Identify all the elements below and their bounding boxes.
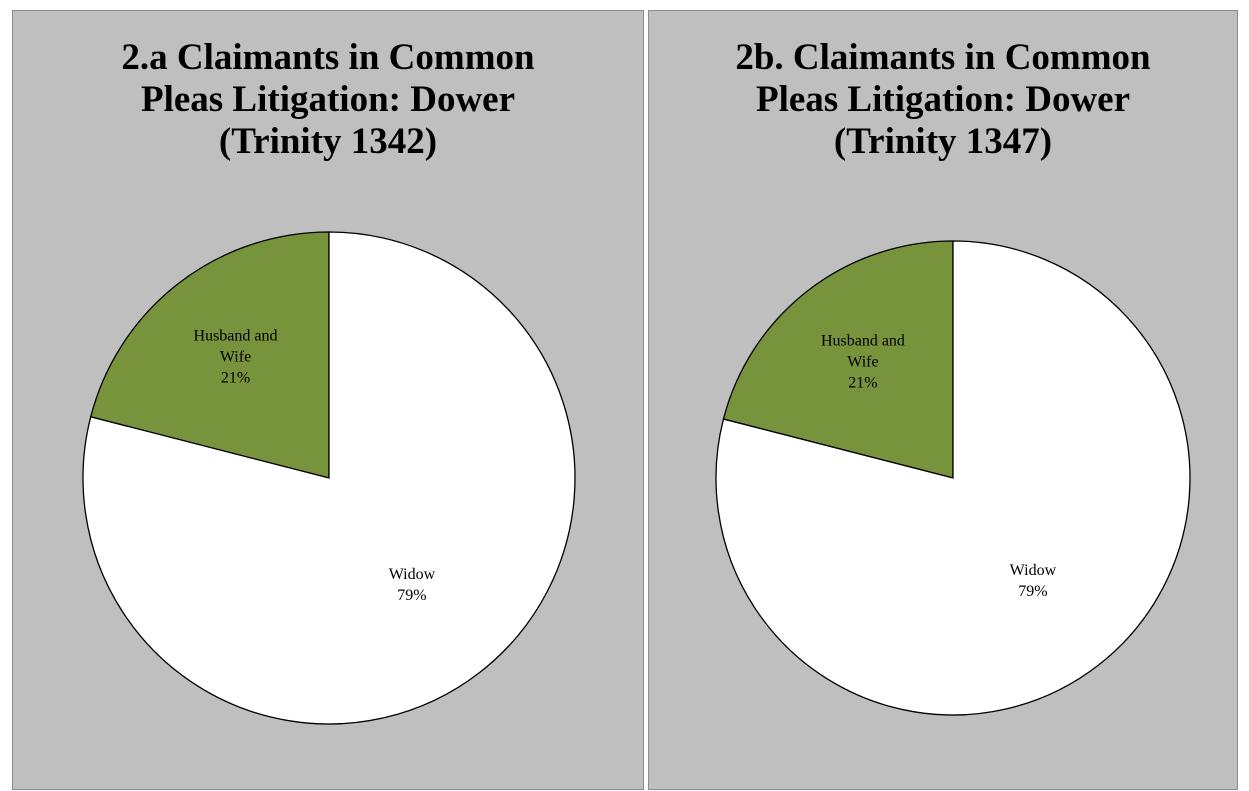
- category-label: Husband and Wife: [193, 327, 278, 366]
- data-label: Husband and Wife 21%: [818, 330, 908, 393]
- category-label: Husband and Wife: [820, 332, 905, 371]
- chart-title: 2b. Claimants in Common Pleas Litigation…: [735, 37, 1151, 162]
- pie: [82, 231, 576, 725]
- chart-panel: 2b. Claimants in Common Pleas Litigation…: [648, 10, 1238, 790]
- pie-slice: [82, 231, 576, 725]
- data-label: Husband and Wife 21%: [191, 326, 281, 389]
- pie-slice: [89, 231, 330, 479]
- value-label: 79%: [397, 586, 427, 604]
- value-label: 79%: [1018, 582, 1048, 600]
- data-label: Widow 79%: [367, 564, 457, 606]
- category-label: Widow: [1009, 561, 1057, 579]
- pie-slice: [715, 240, 1191, 716]
- category-label: Widow: [388, 565, 436, 583]
- value-label: 21%: [220, 369, 251, 387]
- value-label: 21%: [848, 374, 878, 392]
- chart-panel: 2.a Claimants in Common Pleas Litigation…: [12, 10, 644, 790]
- pie: [715, 240, 1191, 716]
- pie-slice: [722, 240, 954, 479]
- chart-title: 2.a Claimants in Common Pleas Litigation…: [121, 37, 535, 162]
- data-label: Widow 79%: [988, 560, 1078, 602]
